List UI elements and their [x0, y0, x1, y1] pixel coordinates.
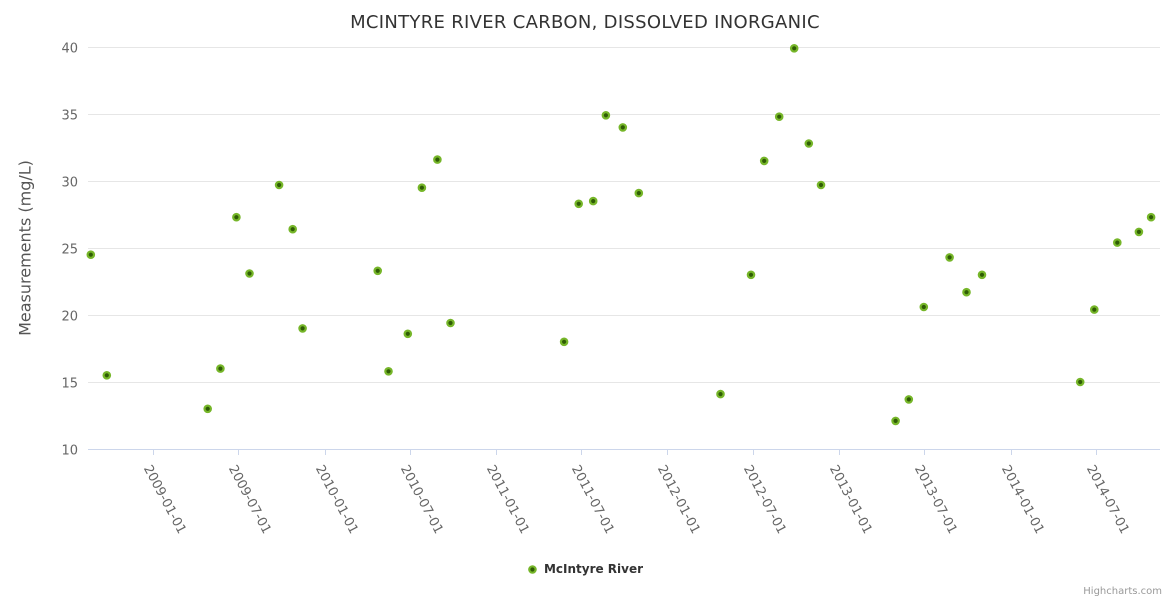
data-point[interactable] — [446, 318, 455, 328]
legend-marker-icon — [528, 564, 537, 574]
y-axis-label: 25 — [61, 243, 78, 258]
x-axis-label: 2014-07-01 — [1083, 463, 1132, 537]
data-point[interactable] — [759, 156, 769, 166]
x-axis-label: 2013-01-01 — [826, 463, 875, 537]
y-axis-label: 40 — [61, 42, 78, 57]
data-point[interactable] — [373, 266, 383, 276]
x-axis-label: 2012-01-01 — [654, 463, 703, 537]
data-point[interactable] — [601, 111, 611, 120]
x-axis-label: 2010-01-01 — [312, 463, 361, 537]
x-axis-label: 2013-07-01 — [911, 463, 960, 537]
data-point[interactable] — [559, 337, 569, 347]
data-point[interactable] — [977, 270, 987, 280]
data-point[interactable] — [417, 183, 427, 193]
data-point[interactable] — [433, 155, 442, 164]
data-point[interactable] — [904, 395, 914, 404]
data-point[interactable] — [919, 302, 929, 312]
data-point[interactable] — [102, 370, 112, 380]
data-point[interactable] — [298, 324, 307, 333]
data-point[interactable] — [384, 366, 393, 376]
x-axis-label: 2011-01-01 — [483, 463, 532, 537]
data-point[interactable] — [1090, 305, 1099, 314]
chart-title: MCINTYRE RIVER CARBON, DISSOLVED INORGAN… — [350, 12, 820, 33]
legend-item-mcintyre-river[interactable]: McIntyre River — [527, 562, 643, 576]
data-point[interactable] — [288, 224, 298, 234]
highcharts-credits-link[interactable]: Highcharts.com — [1083, 586, 1162, 597]
x-axis-label: 2009-01-01 — [140, 463, 189, 537]
data-point[interactable] — [774, 112, 784, 122]
data-point[interactable] — [891, 416, 900, 426]
y-axis-label: 30 — [61, 176, 78, 191]
data-point[interactable] — [945, 253, 954, 262]
data-point[interactable] — [232, 212, 241, 222]
y-axis-label: 35 — [61, 109, 78, 124]
x-axis-label: 2014-01-01 — [998, 463, 1047, 537]
data-point[interactable] — [746, 270, 756, 280]
data-point[interactable] — [816, 180, 826, 190]
data-point[interactable] — [588, 196, 598, 206]
data-point[interactable] — [618, 123, 628, 132]
x-axis-label: 2011-07-01 — [568, 463, 617, 537]
data-point[interactable] — [86, 250, 96, 260]
data-point[interactable] — [274, 180, 284, 190]
data-point[interactable] — [574, 199, 584, 209]
data-point[interactable] — [1075, 377, 1085, 387]
legend-label: McIntyre River — [543, 562, 644, 576]
data-point[interactable] — [403, 329, 413, 339]
y-axis-label: 20 — [61, 310, 78, 325]
y-axis-label: 15 — [61, 377, 78, 392]
data-point[interactable] — [804, 139, 814, 148]
data-point[interactable] — [1146, 212, 1156, 222]
data-point[interactable] — [962, 287, 971, 297]
data-point[interactable] — [1113, 238, 1122, 247]
data-point[interactable] — [1134, 227, 1144, 237]
x-axis-label: 2009-07-01 — [225, 463, 274, 537]
data-point[interactable] — [245, 269, 254, 278]
data-point[interactable] — [789, 43, 799, 53]
y-axis-label: 10 — [61, 444, 78, 459]
x-axis-label: 2012-07-01 — [740, 463, 789, 537]
x-axis-label: 2010-07-01 — [397, 463, 446, 537]
data-point[interactable] — [203, 404, 213, 414]
data-point[interactable] — [716, 389, 725, 399]
data-point[interactable] — [634, 188, 644, 198]
data-point[interactable] — [216, 364, 225, 373]
